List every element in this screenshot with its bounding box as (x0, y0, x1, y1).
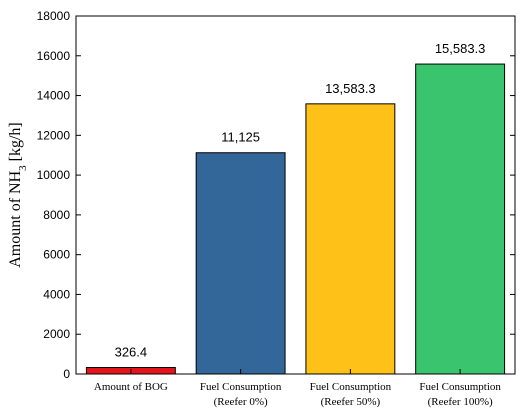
y-tick-label: 8000 (43, 208, 70, 222)
y-tick-label: 14000 (37, 89, 71, 103)
data-label-2: 11,125 (221, 130, 260, 145)
y-tick-label: 12000 (37, 128, 71, 142)
x-tick-label-3: Fuel Consumption (Reefer 50%) (310, 381, 392, 408)
x-axis: Amount of BOG Fuel Consumption (Reefer 0%)… (94, 369, 501, 408)
x-tick-label-4: Fuel Consumption (Reefer 100%) (419, 381, 501, 408)
y-tick-label: 16000 (37, 49, 71, 63)
bar-4 (415, 63, 506, 375)
data-label-3: 13,583.3 (325, 81, 376, 96)
x-tick-label-line: Fuel Consumption (310, 381, 392, 393)
x-tick-label-line: Fuel Consumption (200, 381, 282, 393)
y-tick-label: 18000 (37, 9, 71, 23)
data-label-4: 15,583.3 (435, 41, 486, 56)
y-axis-title: Amount of NH3 [kg/h] (7, 122, 29, 268)
bars: 326.4 11,125 13,583.3 15,583.3 (85, 41, 506, 375)
x-tick-label-line: Fuel Consumption (419, 381, 501, 393)
x-tick-label-line: (Reefer 100%) (428, 396, 493, 408)
bar-2 (195, 152, 286, 375)
y-tick-label: 6000 (43, 248, 70, 262)
y-axis: 0 2000 4000 6000 8000 10000 12000 14000 16000 180… (37, 9, 515, 381)
y-tick-label: 10000 (37, 168, 71, 182)
y-title-subscript: 3 (17, 165, 29, 171)
y-title-suffix: [kg/h] (7, 122, 24, 165)
x-tick-label-2: Fuel Consumption (Reefer 0%) (200, 381, 282, 408)
x-tick-label-line: Amount of BOG (94, 381, 168, 393)
y-title-prefix: Amount of NH (7, 170, 24, 267)
data-label-1: 326.4 (115, 345, 148, 360)
y-tick-label: 2000 (43, 327, 70, 341)
y-tick-label: 0 (63, 367, 70, 381)
x-tick-label-1: Amount of BOG (94, 381, 168, 393)
bar-3 (305, 103, 396, 375)
y-tick-label: 4000 (43, 287, 70, 301)
x-tick-label-line: (Reefer 50%) (321, 396, 381, 408)
x-tick-label-line: (Reefer 0%) (214, 396, 268, 408)
